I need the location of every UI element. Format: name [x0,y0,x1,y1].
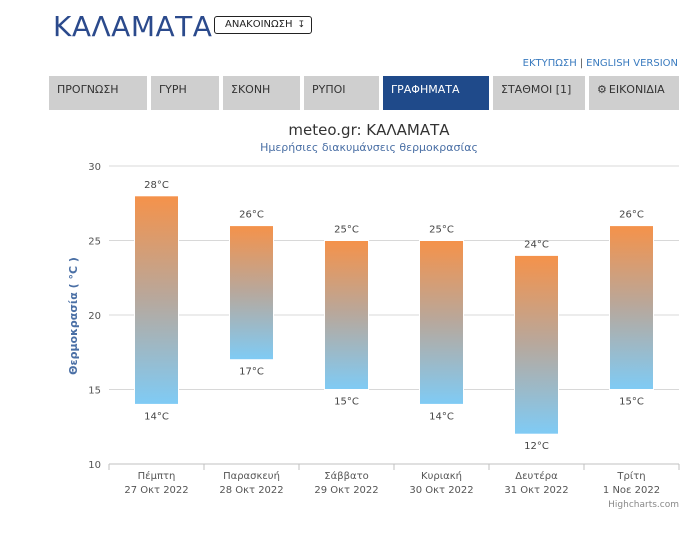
max-temp-label: 24°C [524,239,549,250]
tab-label: ΣΚΟΝΗ [231,83,271,96]
x-tick-date: 27 Οκτ 2022 [124,485,188,496]
max-temp-label: 28°C [144,180,169,191]
min-temp-label: 15°C [619,397,644,408]
x-tick-day: Σάββατο [324,470,368,482]
y-tick-label: 15 [88,386,101,397]
tab-label: ΓΡΑΦΗΜΑΤΑ [391,83,460,96]
chart-title: meteo.gr: ΚΑΛΑΜΑΤΑ [288,121,450,139]
x-tick-day: Δευτέρα [515,470,558,482]
announcement-button[interactable]: ΑΝΑΚΟΙΝΩΣΗ ↧ [214,16,313,34]
temperature-range-bar [609,225,654,390]
temperature-range-bar [324,240,369,390]
tab-forecast[interactable]: ΠΡΟΓΝΩΣΗ [49,76,147,110]
min-temp-label: 14°C [144,411,169,422]
x-tick-day: Παρασκευή [223,470,280,482]
gear-icon: ⚙ [597,83,607,96]
temperature-range-bar [514,254,559,435]
max-temp-label: 26°C [619,210,644,221]
tab-label: ΡΥΠΟΙ [312,83,346,96]
link-separator: | [579,58,584,69]
min-temp-label: 15°C [334,397,359,408]
chart-credit[interactable]: Highcharts.com [608,500,679,510]
temperature-range-bar [419,240,464,405]
y-tick-label: 25 [88,237,101,248]
x-tick-date: 29 Οκτ 2022 [314,485,378,496]
tab-pollen[interactable]: ΓΥΡΗ [151,76,219,110]
x-tick-day: Τρίτη [616,470,645,482]
y-tick-label: 20 [88,311,101,322]
announcement-label: ΑΝΑΚΟΙΝΩΣΗ [225,19,293,30]
min-temp-label: 12°C [524,441,549,452]
x-tick-day: Πέμπτη [138,470,176,482]
x-tick-day: Κυριακή [421,470,462,482]
tab-label: ΓΥΡΗ [159,83,187,96]
x-tick-date: 28 Οκτ 2022 [219,485,283,496]
tab-icons[interactable]: ⚙ ΕΙΚΟΝΙΔΙΑ [589,76,679,110]
max-temp-label: 25°C [334,225,359,236]
top-links: ΕΚΤΥΠΩΣΗ | ENGLISH VERSION [523,58,678,69]
tab-label: ΕΙΚΟΝΙΔΙΑ [608,83,665,96]
print-link[interactable]: ΕΚΤΥΠΩΣΗ [522,58,577,69]
max-temp-label: 26°C [239,210,264,221]
temperature-range-bar [229,225,274,361]
y-axis-label: Θερμοκρασία ( °C ) [67,257,80,375]
y-tick-label: 10 [88,460,101,471]
tab-label: ΣΤΑΘΜΟΙ [1] [501,83,572,96]
min-temp-label: 14°C [429,411,454,422]
x-tick-date: 31 Οκτ 2022 [504,485,568,496]
max-temp-label: 25°C [429,225,454,236]
x-tick-date: 30 Οκτ 2022 [409,485,473,496]
x-tick-date: 1 Νοε 2022 [603,485,660,496]
tab-pollutants[interactable]: ΡΥΠΟΙ [304,76,379,110]
tab-stations[interactable]: ΣΤΑΘΜΟΙ [1] [493,76,585,110]
tab-label: ΠΡΟΓΝΩΣΗ [57,83,119,96]
y-tick-label: 30 [88,162,101,173]
min-temp-label: 17°C [239,367,264,378]
tab-charts[interactable]: ΓΡΑΦΗΜΑΤΑ [383,76,489,110]
down-arrow-icon: ↧ [297,20,306,30]
page-title: ΚΑΛΑΜΑΤΑ [53,10,213,43]
chart-subtitle: Ημερήσιες διακυμάνσεις θερμοκρασίας [260,141,478,154]
tab-dust[interactable]: ΣΚΟΝΗ [223,76,300,110]
temperature-range-bar [134,195,179,405]
english-version-link[interactable]: ENGLISH VERSION [586,58,678,69]
